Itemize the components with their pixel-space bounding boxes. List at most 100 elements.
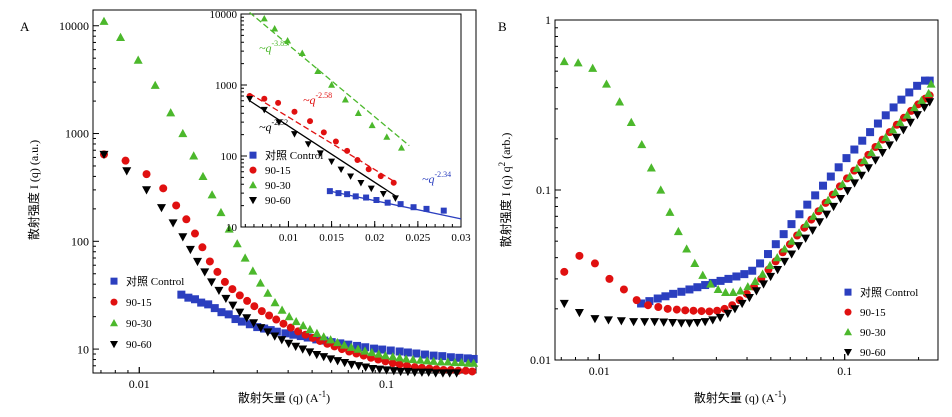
panel-b-point <box>661 292 670 301</box>
panel-a-point <box>281 329 290 338</box>
inset-point <box>332 138 339 145</box>
panel-a-point <box>142 170 151 179</box>
panel-a-y-tick-label: 1000 <box>65 127 89 141</box>
panel-a-point <box>298 345 308 354</box>
panel-b-point <box>559 56 569 66</box>
panel-a-point <box>417 368 427 377</box>
panel-a-point <box>224 224 234 233</box>
inset-x-tick-label: 0.015 <box>319 232 344 244</box>
panel-b-point <box>605 274 614 283</box>
panel-b-point <box>919 103 929 113</box>
panel-b-point <box>637 299 646 308</box>
panel-b-point <box>601 79 611 88</box>
panel-b-point <box>758 269 768 278</box>
inset-point <box>383 133 391 140</box>
panel-b-point <box>692 318 702 328</box>
panel-a-point <box>224 310 233 319</box>
panel-b-point <box>895 117 905 126</box>
panel-b-point <box>881 111 890 120</box>
panel-a-point <box>424 368 434 377</box>
panel-a-point <box>178 233 188 242</box>
inset-x-tick-label: 0.02 <box>365 232 384 244</box>
panel-a-point <box>255 278 265 287</box>
inset-point <box>275 119 283 126</box>
panel-a-point <box>438 369 448 378</box>
inset-point <box>347 173 355 180</box>
panel-b-point <box>830 187 840 196</box>
panel-b-point <box>721 287 731 296</box>
panel-a-legend-marker <box>110 277 118 285</box>
panel-b-point <box>787 220 796 229</box>
panel-a-point <box>178 128 188 138</box>
panel-b-point <box>700 318 710 327</box>
panel-b-point <box>891 133 901 142</box>
panel-b-y-tick-label: 0.01 <box>530 353 551 367</box>
panel-a-point <box>305 348 315 357</box>
panel-b-point <box>748 266 757 275</box>
inset-point <box>410 204 417 211</box>
inset-y-tick-label: 10 <box>226 222 238 234</box>
panel-a-point <box>312 328 322 337</box>
panel-a-point <box>243 296 252 305</box>
panel-a-plot-frame <box>92 9 477 374</box>
panel-b-point <box>689 306 698 315</box>
panel-b-legend-label: 90-15 <box>860 307 886 319</box>
panel-b-point <box>816 203 826 212</box>
inset-point <box>275 99 282 106</box>
panel-a-point <box>217 308 226 317</box>
panel-a-point <box>319 332 329 341</box>
panel-a-y-tick-label: 10 <box>77 342 89 356</box>
panel-a-point <box>263 288 273 297</box>
panel-a-point <box>408 354 418 364</box>
panel-b-point <box>650 318 660 327</box>
panel-b-point <box>912 111 922 120</box>
panel-b-point <box>842 154 851 163</box>
panel-b-point <box>743 282 753 291</box>
panel-b-point <box>654 303 663 312</box>
panel-a-point <box>298 321 308 330</box>
panel-a-point <box>326 335 336 344</box>
panel-a-point <box>367 347 377 357</box>
inset-fit-line <box>249 100 397 197</box>
panel-b-point <box>836 195 846 204</box>
panel-b-data-layer <box>559 56 936 328</box>
panel-b-point <box>706 279 716 288</box>
panel-b-point <box>676 319 686 328</box>
panel-b-point <box>690 258 700 268</box>
panel-a-point <box>403 367 413 377</box>
panel-a-point <box>382 366 392 375</box>
panel-a-point <box>270 297 280 307</box>
panel-a-point <box>326 355 336 364</box>
panel-a-point <box>339 340 349 349</box>
panel-a-point <box>375 365 385 374</box>
inset-point <box>365 166 372 173</box>
panel-b-point <box>888 125 898 134</box>
panel-a-point <box>228 285 237 294</box>
inset-point <box>298 49 306 56</box>
panel-a-point <box>360 346 370 355</box>
panel-a-point <box>159 184 168 193</box>
inset-point <box>261 95 268 102</box>
panel-a-point <box>452 369 462 378</box>
inset-point <box>328 158 336 166</box>
inset-y-tick-label: 100 <box>221 151 238 163</box>
panel-b-y-tick-label: 0.1 <box>536 183 551 197</box>
panel-a-y-tick-label: 10000 <box>59 19 89 33</box>
panel-a-point <box>204 300 213 309</box>
panel-b-point <box>701 281 710 290</box>
panel-a-point <box>156 204 166 213</box>
panel-b-point <box>669 289 678 298</box>
inset-point <box>271 25 279 32</box>
panel-b: B 0.01 0.1 0.01 0.1 1 对照 Control 90-15 90-30 90… <box>497 13 939 405</box>
panel-b-point <box>646 163 656 172</box>
panel-a-point <box>205 257 214 266</box>
panel-a-point <box>412 349 421 358</box>
panel-b-point <box>905 88 914 97</box>
panel-b-point <box>698 270 708 279</box>
inset-x-tick-label: 0.01 <box>279 232 298 244</box>
inset-legend-marker <box>249 197 257 205</box>
panel-b-point <box>693 283 702 292</box>
panel-a-point <box>240 253 250 262</box>
inset-axes: 0.01 0.015 0.02 0.025 0.03 10 100 1000 10000 <box>210 9 472 244</box>
panel-b-point <box>573 58 583 67</box>
